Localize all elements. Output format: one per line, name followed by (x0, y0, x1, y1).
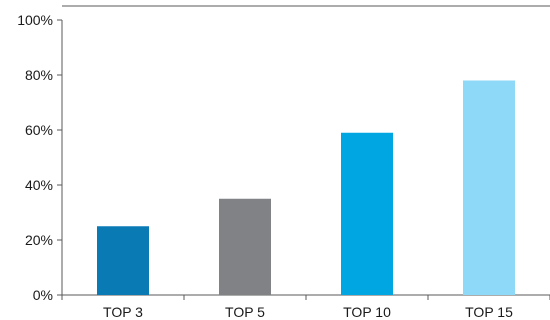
y-tick-label: 80% (25, 67, 53, 83)
bar-top-3 (97, 226, 149, 295)
bar-top-15 (463, 80, 515, 295)
y-tick-label: 20% (25, 232, 53, 248)
x-axis-labels: TOP 3 TOP 5 TOP 10 TOP 15 (103, 304, 513, 320)
x-category-label: TOP 3 (103, 304, 143, 320)
x-category-label: TOP 15 (465, 304, 513, 320)
y-axis-ticks: 0% 20% 40% 60% 80% 100% (17, 12, 62, 303)
x-category-label: TOP 5 (225, 304, 265, 320)
y-tick-label: 40% (25, 177, 53, 193)
y-tick-label: 60% (25, 122, 53, 138)
x-category-label: TOP 10 (343, 304, 391, 320)
bars-group (97, 80, 515, 295)
bar-top-10 (341, 132, 393, 295)
bar-top-5 (219, 198, 271, 295)
y-tick-label: 100% (17, 12, 53, 28)
y-tick-label: 0% (33, 287, 53, 303)
x-axis-ticks (61, 295, 550, 300)
